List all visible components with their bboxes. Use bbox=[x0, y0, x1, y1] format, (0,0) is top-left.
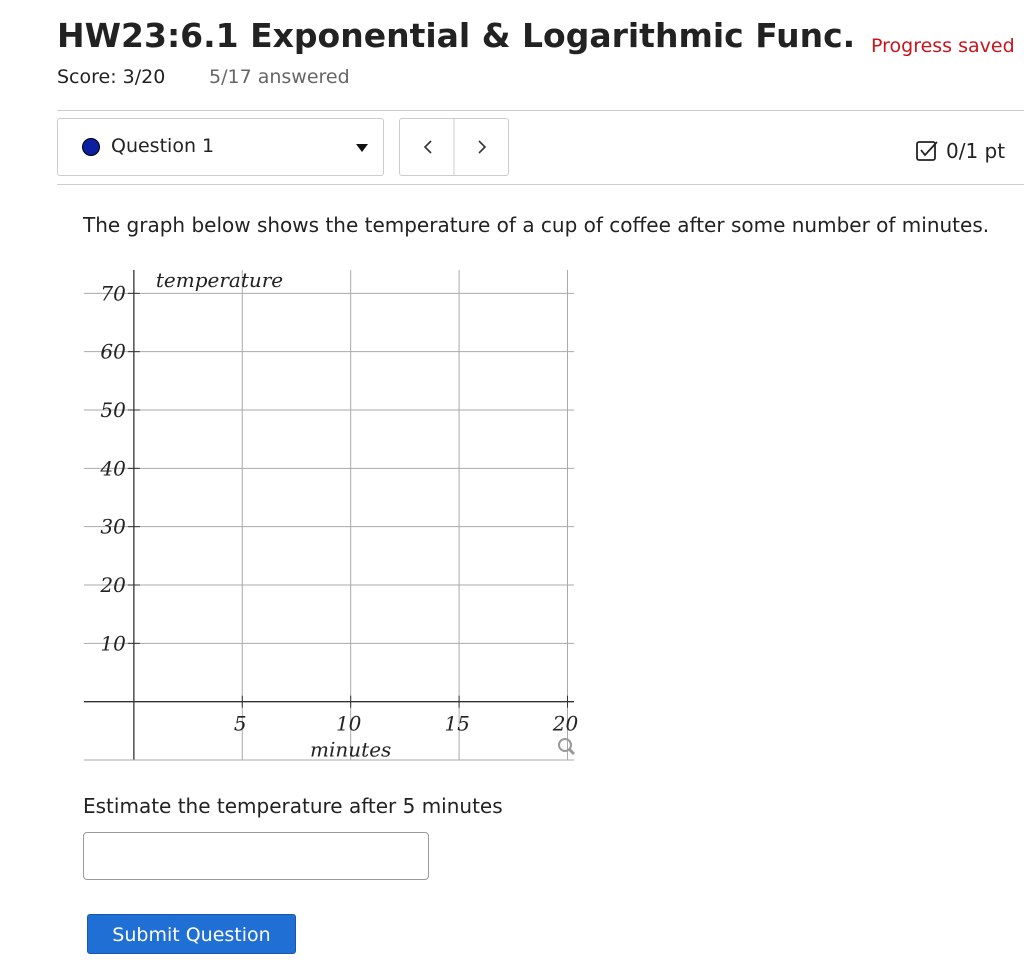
x-tick-label: 5 bbox=[234, 712, 247, 736]
question-nav bbox=[399, 118, 509, 176]
nav-icons bbox=[423, 119, 487, 175]
y-tick-label: 30 bbox=[100, 515, 126, 539]
checkbox-icon bbox=[916, 141, 938, 161]
answered-count: 5/17 answered bbox=[209, 66, 350, 88]
points: 0/1 pt bbox=[946, 139, 1006, 163]
y-tick-label: 60 bbox=[100, 340, 126, 364]
y-tick-label: 40 bbox=[99, 456, 126, 480]
assignment-title: HW23:6.1 Exponential & Logarithmic Func. bbox=[57, 16, 856, 55]
status-dot bbox=[82, 138, 100, 156]
y-tick-label: 70 bbox=[100, 281, 126, 305]
x-tick-label: 20 bbox=[552, 712, 579, 736]
divider bbox=[57, 110, 1024, 111]
y-tick-label: 50 bbox=[100, 398, 126, 422]
question-text: The graph below shows the temperature of… bbox=[83, 213, 990, 237]
question-label: Question 1 bbox=[111, 135, 215, 157]
question-prompt: Estimate the temperature after 5 minutes bbox=[83, 794, 503, 818]
y-axis-label: temperature bbox=[156, 268, 283, 292]
answer-input[interactable] bbox=[83, 832, 429, 880]
zoom-icon[interactable] bbox=[558, 738, 576, 756]
y-tick-label: 20 bbox=[99, 573, 126, 597]
x-tick-label: 10 bbox=[336, 712, 362, 736]
prev-button[interactable] bbox=[423, 140, 432, 154]
submit-button[interactable]: Submit Question bbox=[87, 914, 296, 954]
x-tick-label: 15 bbox=[444, 712, 469, 736]
graph: 10 20 30 40 50 60 70 5 10 15 20 temperature minutes bbox=[84, 268, 579, 762]
dropdown-caret bbox=[356, 144, 368, 152]
x-axis-label: minutes bbox=[310, 738, 391, 762]
divider bbox=[57, 184, 1024, 185]
progress-status: Progress saved bbox=[871, 35, 1015, 57]
next-button[interactable] bbox=[478, 140, 487, 154]
score: Score: 3/20 bbox=[57, 66, 166, 88]
question-select[interactable]: Question 1 bbox=[57, 118, 384, 176]
y-tick-label: 10 bbox=[100, 631, 126, 655]
